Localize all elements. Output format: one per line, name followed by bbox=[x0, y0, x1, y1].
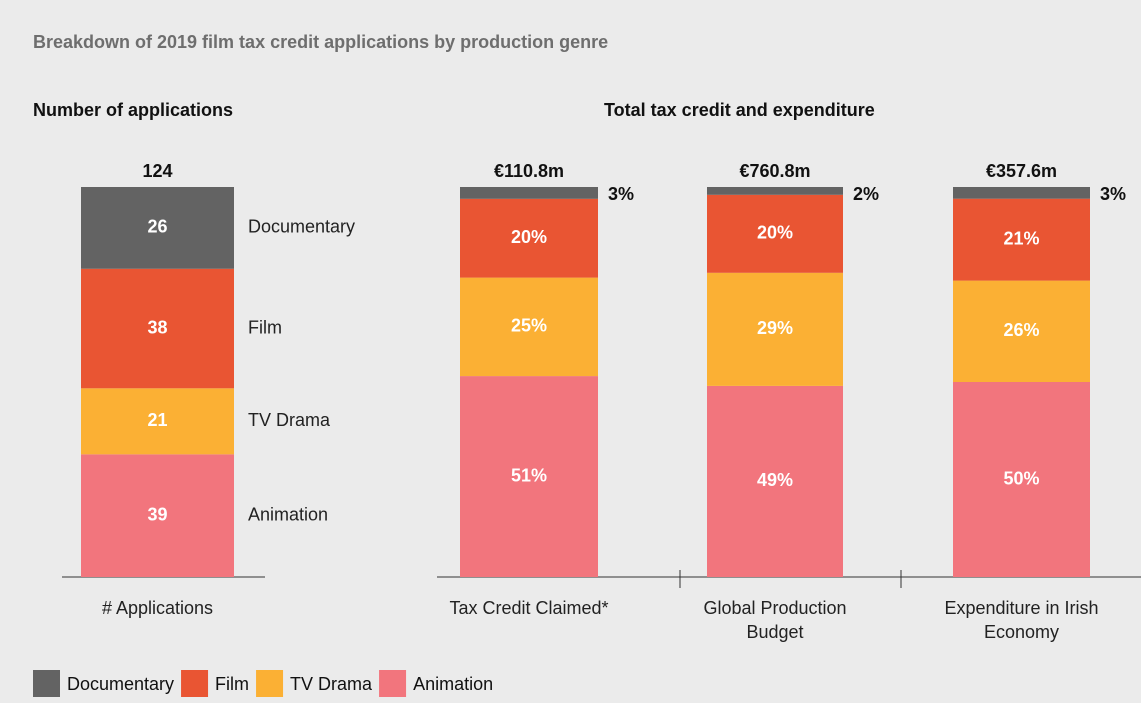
value-label: 49% bbox=[757, 470, 793, 490]
value-label: 3% bbox=[1100, 184, 1126, 204]
value-label: 21% bbox=[1003, 228, 1039, 248]
total-label: €110.8m bbox=[494, 161, 564, 181]
category-label: Tax Credit Claimed* bbox=[449, 598, 609, 618]
bar-segment bbox=[953, 187, 1090, 199]
value-label: 38 bbox=[147, 317, 167, 337]
value-label: 29% bbox=[757, 318, 793, 338]
legend-swatch bbox=[256, 670, 284, 697]
value-label: 26% bbox=[1003, 320, 1039, 340]
value-label: 25% bbox=[511, 316, 547, 336]
bar-segment bbox=[707, 385, 843, 577]
legend-swatch bbox=[379, 670, 407, 697]
total-label: 124 bbox=[142, 161, 172, 181]
legend-label: TV Drama bbox=[290, 674, 373, 694]
legend-swatch bbox=[33, 670, 60, 697]
total-label: €357.6m bbox=[986, 161, 1057, 181]
bar-segment bbox=[953, 198, 1090, 281]
bar-segment bbox=[953, 382, 1090, 577]
value-label: 3% bbox=[608, 184, 634, 204]
bar-segment bbox=[81, 454, 234, 577]
bar-segment bbox=[460, 187, 598, 199]
value-label: 2% bbox=[853, 184, 879, 204]
category-label: Expenditure in Irish Economy bbox=[944, 598, 1099, 642]
bar-segment bbox=[707, 187, 843, 195]
legend-label: Animation bbox=[413, 674, 493, 694]
bar-segment bbox=[81, 187, 234, 269]
panel-title: Total tax credit and expenditure bbox=[604, 100, 875, 120]
category-label: Global Production Budget bbox=[703, 598, 847, 642]
legend-label: Documentary bbox=[67, 674, 174, 694]
bar-segment bbox=[81, 268, 234, 389]
value-label: 20% bbox=[757, 223, 793, 243]
panel-title: Number of applications bbox=[33, 100, 233, 120]
bar-segment bbox=[707, 194, 843, 273]
value-label: 26 bbox=[147, 217, 167, 237]
bar-segment bbox=[81, 388, 234, 455]
segment-name: Film bbox=[248, 317, 282, 337]
value-label: 39 bbox=[147, 504, 167, 524]
value-label: 51% bbox=[511, 465, 547, 485]
page-title: Breakdown of 2019 film tax credit applic… bbox=[33, 32, 608, 52]
bar-segment bbox=[460, 198, 598, 278]
value-label: 50% bbox=[1003, 468, 1039, 488]
bar-segment bbox=[460, 277, 598, 377]
category-label: # Applications bbox=[101, 598, 214, 618]
legend-label: Film bbox=[215, 674, 249, 694]
bar-segment bbox=[707, 272, 843, 386]
value-label: 20% bbox=[511, 227, 547, 247]
legend-swatch bbox=[181, 670, 209, 697]
segment-name: Animation bbox=[248, 504, 328, 524]
total-label: €760.8m bbox=[739, 161, 810, 181]
bar-segment bbox=[460, 376, 598, 577]
bar-segment bbox=[953, 280, 1090, 382]
segment-name: Documentary bbox=[248, 217, 355, 237]
value-label: 21 bbox=[147, 410, 167, 430]
segment-name: TV Drama bbox=[248, 410, 331, 430]
